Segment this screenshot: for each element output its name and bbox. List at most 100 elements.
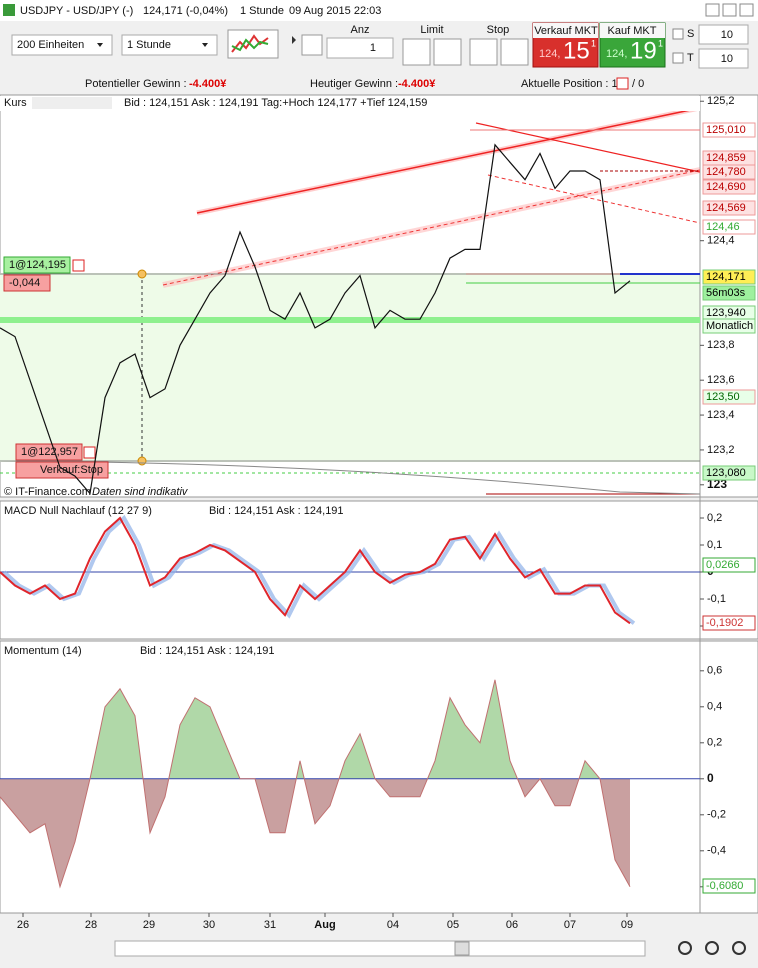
limit-sell-button[interactable]	[433, 38, 462, 66]
level-label: -0,6080	[706, 880, 743, 892]
chart-icon	[231, 38, 269, 52]
units: 200 Einheiten	[17, 39, 84, 51]
chart-type-button[interactable]	[227, 29, 279, 59]
symbol: USDJPY - USD/JPY (-)	[20, 5, 133, 17]
order-pnl: -0,044	[9, 277, 40, 289]
level-label: 124,46	[706, 221, 740, 233]
level-tag	[702, 219, 756, 235]
level-label: 124,171	[706, 271, 746, 283]
order-handle[interactable]	[137, 269, 147, 279]
panel-quote: Bid : 124,151 Ask : 124,191	[209, 505, 344, 517]
buy-price-big: 19	[630, 37, 657, 64]
order-handle[interactable]	[137, 456, 147, 466]
y-tick-label: -0,1	[707, 593, 726, 605]
sell-price-big: 15	[563, 37, 590, 64]
level-tag	[702, 465, 756, 481]
interval: 1 Stunde	[240, 5, 284, 17]
level-label: 124,690	[706, 181, 746, 193]
s-input[interactable]	[698, 24, 749, 45]
cancel-order[interactable]	[83, 446, 96, 459]
x-tick-label: 29	[143, 919, 155, 931]
stop-buy-button[interactable]	[469, 38, 498, 66]
order-label: 1@124,195	[9, 259, 66, 271]
y-tick-label: 123,4	[707, 409, 735, 421]
trend-line	[475, 122, 700, 173]
t-checkbox[interactable]	[672, 52, 684, 64]
x-tick-label: 31	[264, 919, 276, 931]
stop-tag[interactable]	[15, 461, 109, 479]
trend-line	[487, 174, 700, 224]
t-input[interactable]	[698, 48, 749, 69]
y-tick-label: -0,4	[707, 845, 726, 857]
sell-price-sup: 1	[591, 38, 596, 48]
s-checkbox[interactable]	[672, 28, 684, 40]
units-dropdown[interactable]	[11, 34, 113, 56]
pnl-tag	[3, 274, 51, 292]
y-tick-label: 0,2	[707, 737, 722, 749]
cancel-order[interactable]	[72, 259, 85, 272]
level-label: 123,940	[706, 307, 746, 319]
limit-buy-button[interactable]	[402, 38, 431, 66]
panel-tools[interactable]	[32, 97, 112, 109]
order-tag[interactable]	[3, 256, 71, 274]
stop-sell-button[interactable]	[500, 38, 529, 66]
s-value: 10	[721, 29, 733, 41]
level-tag	[702, 389, 756, 405]
quote: 124,171 (-0,04%)	[143, 5, 228, 17]
x-tick-label: 09	[621, 919, 633, 931]
note: Daten sind indikativ	[92, 486, 189, 498]
panel-title: MACD Null Nachlauf (12 27 9)	[4, 505, 152, 517]
buy-price-small: 124,	[606, 48, 627, 60]
level-tag	[702, 557, 756, 573]
today-value: -4.400¥	[398, 78, 436, 90]
order-type: Verkauf:Stop	[40, 464, 103, 476]
level-tag	[702, 122, 756, 138]
sell-price-small: 124,	[539, 48, 560, 60]
s-label: S	[687, 28, 694, 40]
level-tag	[702, 878, 756, 894]
toolbar-arrow	[292, 36, 296, 44]
level-label: 56m03s	[706, 287, 746, 299]
y-tick-label: 0,6	[707, 665, 722, 677]
settings-button[interactable]	[301, 34, 323, 56]
panel-title: Kurs	[4, 97, 27, 109]
x-tick-label: 28	[85, 919, 97, 931]
y-tick-label: 0,4	[707, 701, 722, 713]
y-tick-label: 0,1	[707, 539, 722, 551]
level-tag	[702, 615, 756, 631]
monthly-level	[0, 317, 700, 323]
y-tick-label: 123,2	[707, 444, 735, 456]
qty-label: Anz	[351, 24, 370, 36]
x-tick-label: 30	[203, 919, 215, 931]
buy-header	[600, 23, 665, 38]
level-label: 125,010	[706, 124, 746, 136]
qty-input[interactable]	[326, 37, 394, 59]
level-tag	[702, 318, 756, 334]
app-icon	[3, 4, 15, 16]
level-label: 124,859	[706, 152, 746, 164]
close-button[interactable]	[739, 3, 754, 17]
maximize-button[interactable]	[722, 3, 737, 17]
y-tick-label: -0,2	[707, 809, 726, 821]
zoom-in[interactable]	[732, 941, 746, 955]
x-tick-label: 07	[564, 919, 576, 931]
minimize-button[interactable]	[705, 3, 720, 17]
negative-area	[0, 779, 630, 887]
interval-dropdown[interactable]	[121, 34, 218, 56]
level-label: 124,569	[706, 202, 746, 214]
interval: 1 Stunde	[127, 39, 171, 51]
order-tag[interactable]	[15, 443, 83, 461]
scrollbar[interactable]	[114, 940, 646, 957]
scroll-thumb[interactable]	[454, 941, 470, 956]
y-tick-label: 124,4	[707, 235, 735, 247]
level-tag	[702, 179, 756, 195]
level-tag	[702, 285, 756, 301]
order-label: 1@122,957	[21, 446, 78, 458]
close-position-button[interactable]	[616, 77, 629, 90]
zoom-fit[interactable]	[678, 941, 692, 955]
datetime: 09 Aug 2015 22:03	[289, 5, 381, 17]
buy-price-sup: 1	[658, 38, 663, 48]
x-tick-label: 26	[17, 919, 29, 931]
zoom-out[interactable]	[705, 941, 719, 955]
y-tick-label: 125,2	[707, 95, 735, 107]
